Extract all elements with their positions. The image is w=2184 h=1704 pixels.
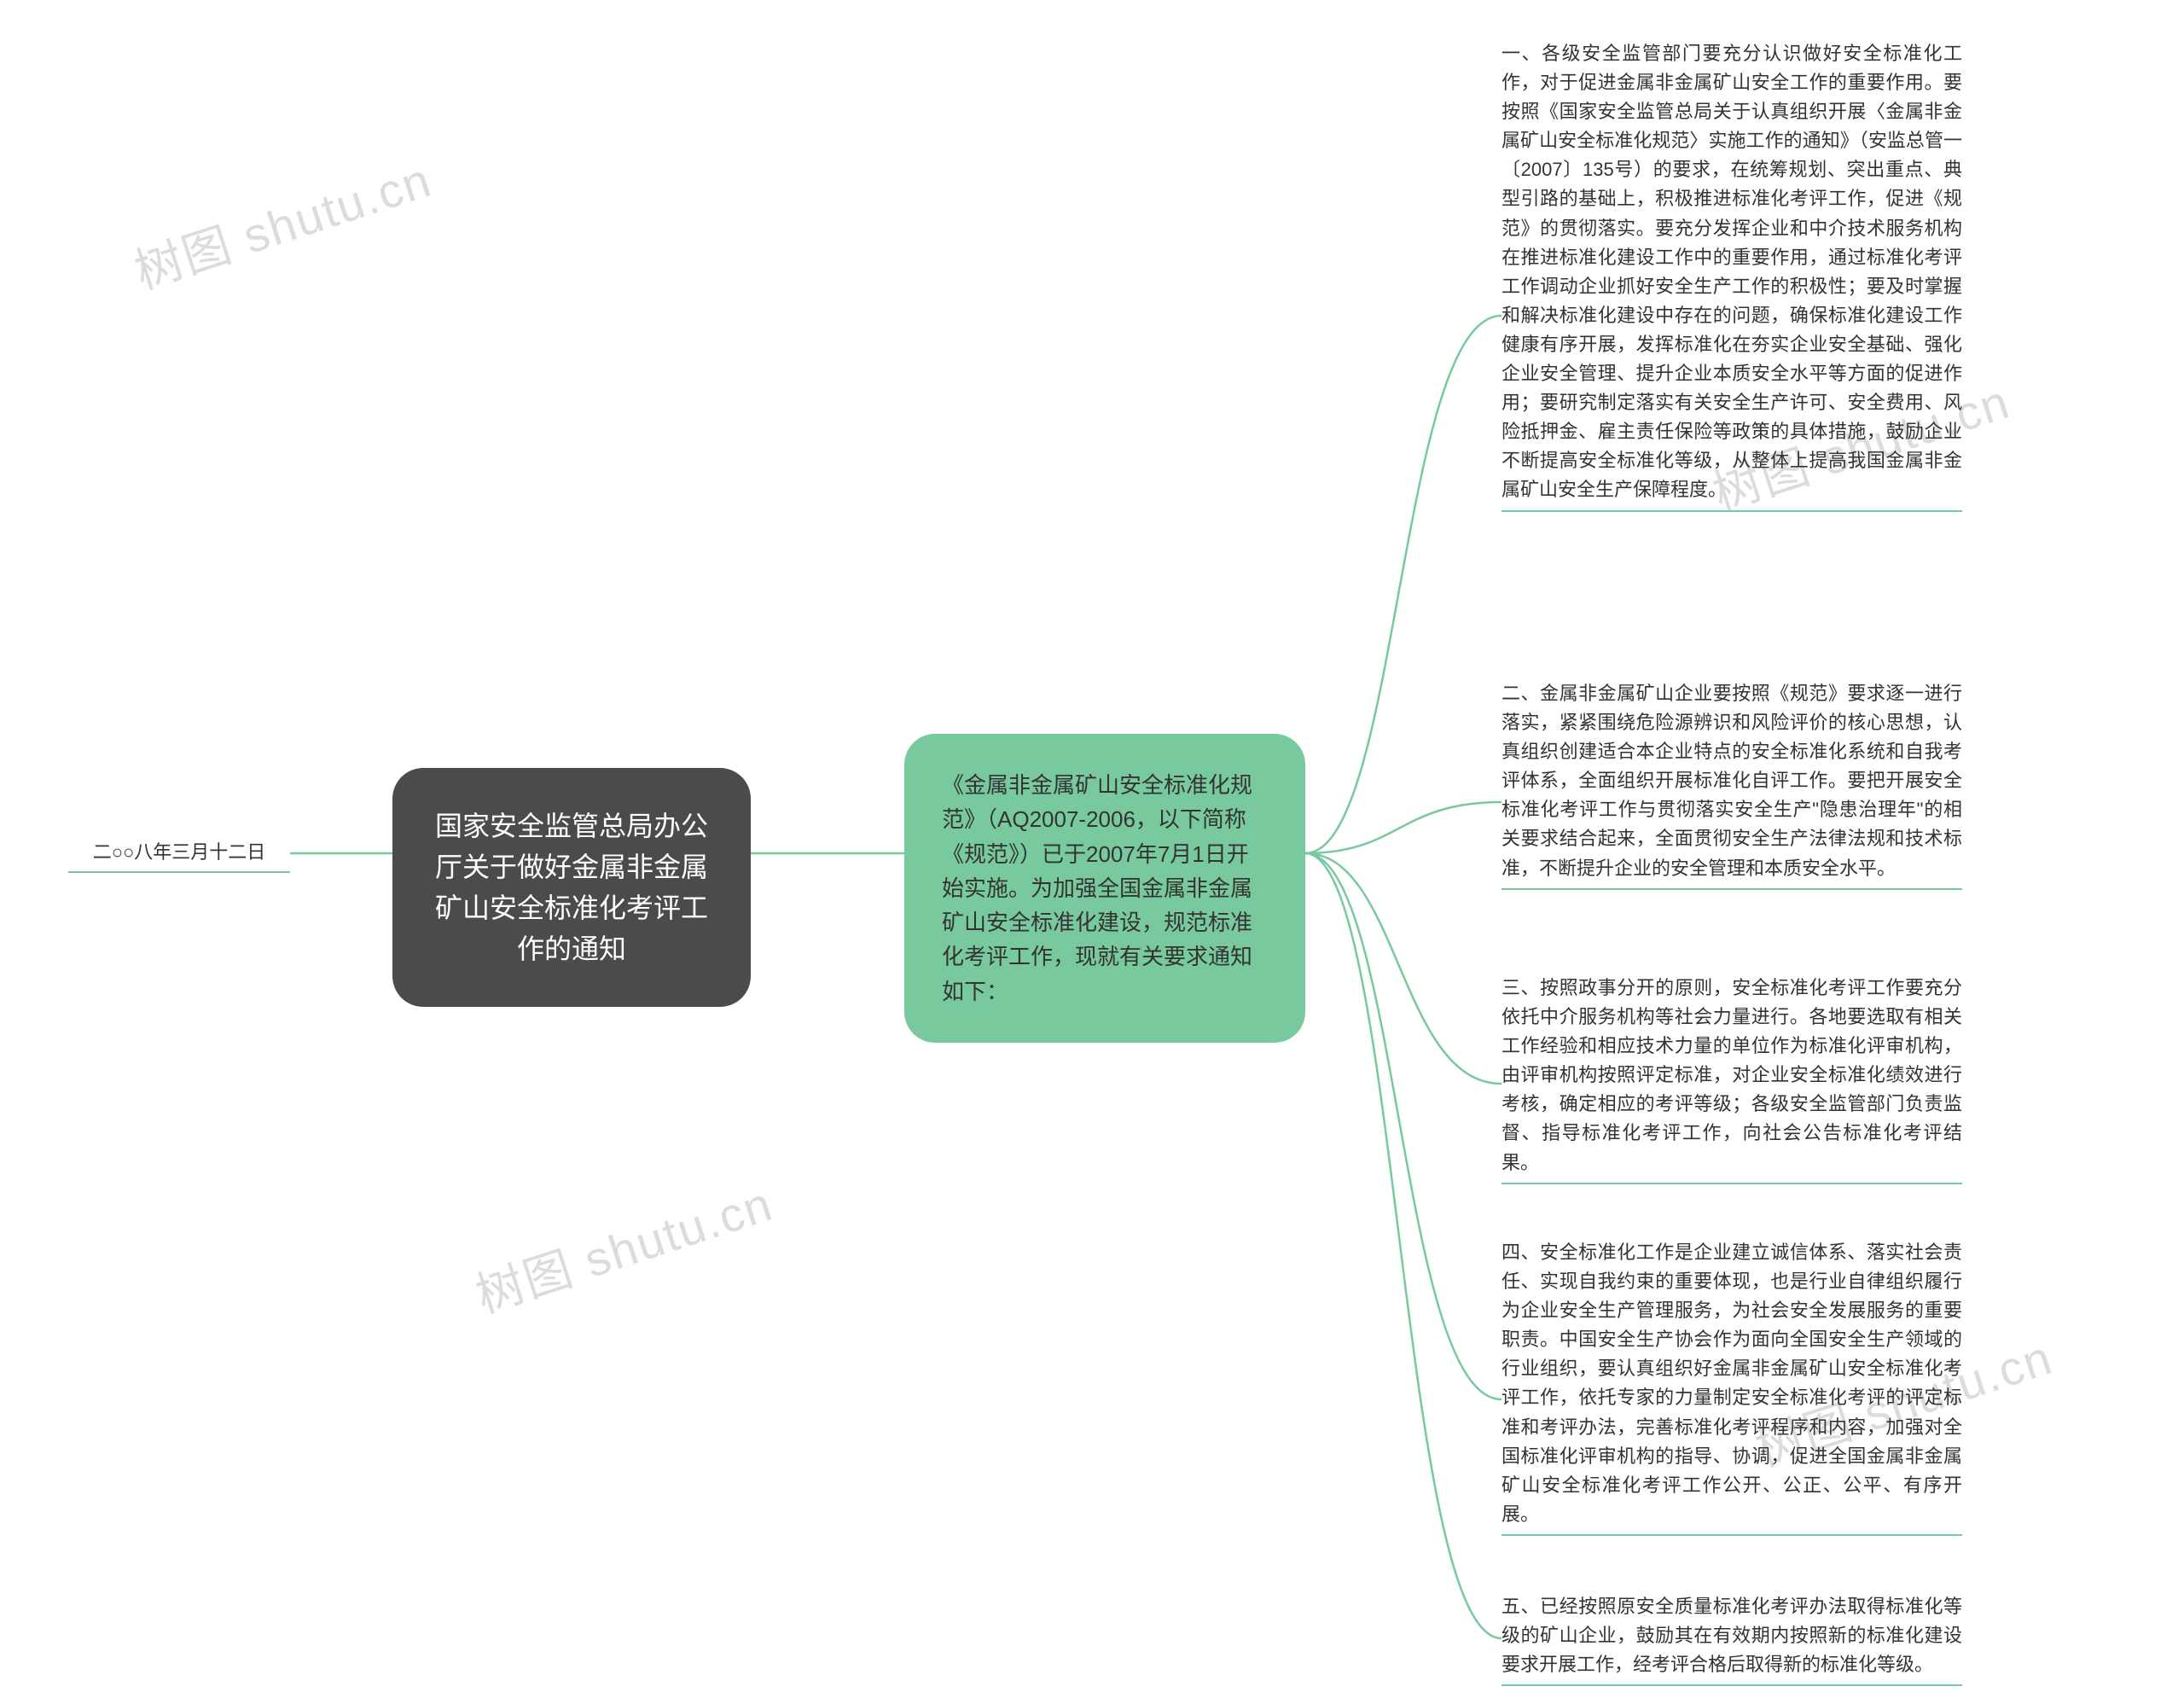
- leaf-text: 二、金属非金属矿山企业要按照《规范》要求逐一进行落实，紧紧围绕危险源辨识和风险评…: [1502, 679, 1962, 883]
- watermark: 树图 shutu.cn: [125, 142, 439, 303]
- leaf-text: 五、已经按照原安全质量标准化考评办法取得标准化等级的矿山企业，鼓励其在有效期内按…: [1502, 1592, 1962, 1679]
- root-text: 国家安全监管总局办公厅关于做好金属非金属矿山安全标准化考评工作的通知: [433, 805, 710, 969]
- date-text: 二○○八年三月十二日: [93, 838, 266, 866]
- leaf-text: 三、按照政事分开的原则，安全标准化考评工作要充分依托中介服务机构等社会力量进行。…: [1502, 974, 1962, 1178]
- node-leaf-2: 二、金属非金属矿山企业要按照《规范》要求逐一进行落实，紧紧围绕危险源辨识和风险评…: [1502, 674, 1962, 890]
- node-root: 国家安全监管总局办公厅关于做好金属非金属矿山安全标准化考评工作的通知: [392, 768, 751, 1007]
- node-leaf-4: 四、安全标准化工作是企业建立诚信体系、落实社会责任、实现自我约束的重要体现，也是…: [1502, 1233, 1962, 1536]
- node-leaf-5: 五、已经按照原安全质量标准化考评办法取得标准化等级的矿山企业，鼓励其在有效期内按…: [1502, 1587, 1962, 1686]
- watermark: 树图 shutu.cn: [466, 1166, 781, 1327]
- intro-text: 《金属非金属矿山安全标准化规范》（AQ2007-2006，以下简称《规范》）已于…: [942, 768, 1268, 1009]
- leaf-text: 一、各级安全监管部门要充分认识做好安全标准化工作，对于促进金属非金属矿山安全工作…: [1502, 39, 1962, 505]
- node-intro: 《金属非金属矿山安全标准化规范》（AQ2007-2006，以下简称《规范》）已于…: [904, 734, 1305, 1043]
- node-leaf-3: 三、按照政事分开的原则，安全标准化考评工作要充分依托中介服务机构等社会力量进行。…: [1502, 968, 1962, 1184]
- node-date: 二○○八年三月十二日: [68, 838, 290, 873]
- node-leaf-1: 一、各级安全监管部门要充分认识做好安全标准化工作，对于促进金属非金属矿山安全工作…: [1502, 34, 1962, 512]
- leaf-text: 四、安全标准化工作是企业建立诚信体系、落实社会责任、实现自我约束的重要体现，也是…: [1502, 1238, 1962, 1529]
